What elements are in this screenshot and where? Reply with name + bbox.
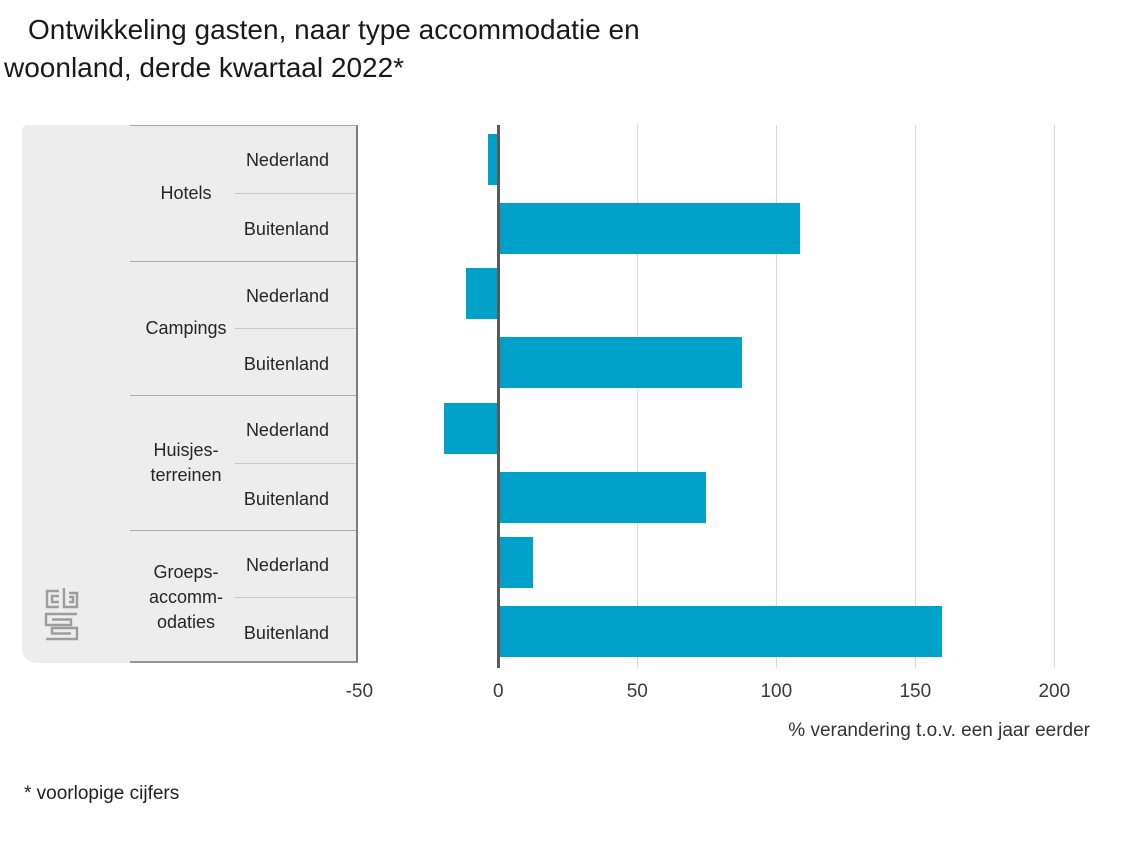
cbs-logo-glyph-s-top [44,612,77,627]
group-label-line: Huisjes- [153,439,219,460]
bar-campings-buitenland [499,337,742,388]
bar-groepsaccommodaties-nederland [499,537,534,588]
group-label-line: Hotels [160,182,212,203]
group-label-line: Campings [145,317,227,338]
cbs-logo-glyph-b [62,588,79,609]
footnote: * voorlopige cijfers [24,783,180,804]
bar-groepsaccommodaties-buitenland [499,606,942,657]
group-mid-tick [235,462,356,464]
group-mid-tick [235,192,356,194]
group-mid-tick [235,328,356,330]
bar-hotels-nederland [488,133,497,185]
bar-huisjesterreinen-nederland [443,402,497,454]
group-label-groepsaccommodaties: Groeps-accomm-odaties [130,531,242,665]
cbs-logo [44,588,79,641]
group-label-line: odaties [156,611,216,632]
gridline-100 [776,125,778,668]
row-label-campings-nederland: Nederland [245,285,329,306]
group-label-huisjesterreinen: Huisjes-terreinen [130,396,242,530]
row-label-huisjesterreinen-buitenland: Buitenland [243,488,329,509]
group-label-line: accomm- [148,586,223,607]
group-label-campings: Campings [130,262,242,396]
group-label-hotels: Hotels [130,126,242,261]
row-label-hotels-buitenland: Buitenland [243,218,329,239]
x-tick-label-200: 200 [1038,681,1071,702]
group-label-line: Groeps- [153,561,219,582]
category-group-campings: Campings Nederland Buitenland [130,260,356,396]
group-label-line: terreinen [150,464,222,485]
chart-title-line-1: Ontwikkeling gasten, naar type accommoda… [28,14,640,45]
gridline-150 [915,125,917,668]
row-label-huisjesterreinen-nederland: Nederland [245,420,329,440]
group-mid-tick [235,597,356,599]
row-label-groepsaccommodaties-nederland: Nederland [245,554,329,575]
bar-hotels-buitenland [499,202,801,254]
zero-axis-line [496,125,500,668]
category-group-huisjesterreinen: Huisjes-terreinen Nederland Buitenland [130,395,356,530]
bar-huisjesterreinen-buitenland [499,471,706,523]
cbs-logo-glyph-s-bottom [46,626,79,641]
row-label-campings-buitenland: Buitenland [243,354,329,374]
category-label-column: Hotels Nederland Buitenland Campings Nederla… [130,125,358,663]
x-axis-title: % verandering t.o.v. een jaar eerder [788,720,1090,741]
plot-area: -50 0 50 100 150 200 [346,125,1092,702]
category-group-groepsaccommodaties: Groeps-accomm-odaties Nederland Buitenland [130,529,356,665]
category-group-hotels: Hotels Nederland Buitenland [130,126,356,261]
cbs-logo-glyph-c [45,589,59,609]
row-label-hotels-nederland: Nederland [245,150,329,170]
gridline-200 [1054,125,1056,668]
x-tick-label-0: 0 [493,681,504,702]
x-tick-label-50: 50 [626,681,648,702]
bar-campings-nederland [466,268,497,319]
x-tick-label-150: 150 [899,681,932,702]
x-tick-label--50: -50 [345,681,374,702]
chart-title-line-2: woonland, derde kwartaal 2022* [4,52,405,83]
category-panel: Hotels Nederland Buitenland Campings Nederla… [22,125,358,663]
gridline-50 [637,125,639,668]
row-label-groepsaccommodaties-buitenland: Buitenland [243,623,329,643]
x-tick-label-100: 100 [760,681,793,702]
